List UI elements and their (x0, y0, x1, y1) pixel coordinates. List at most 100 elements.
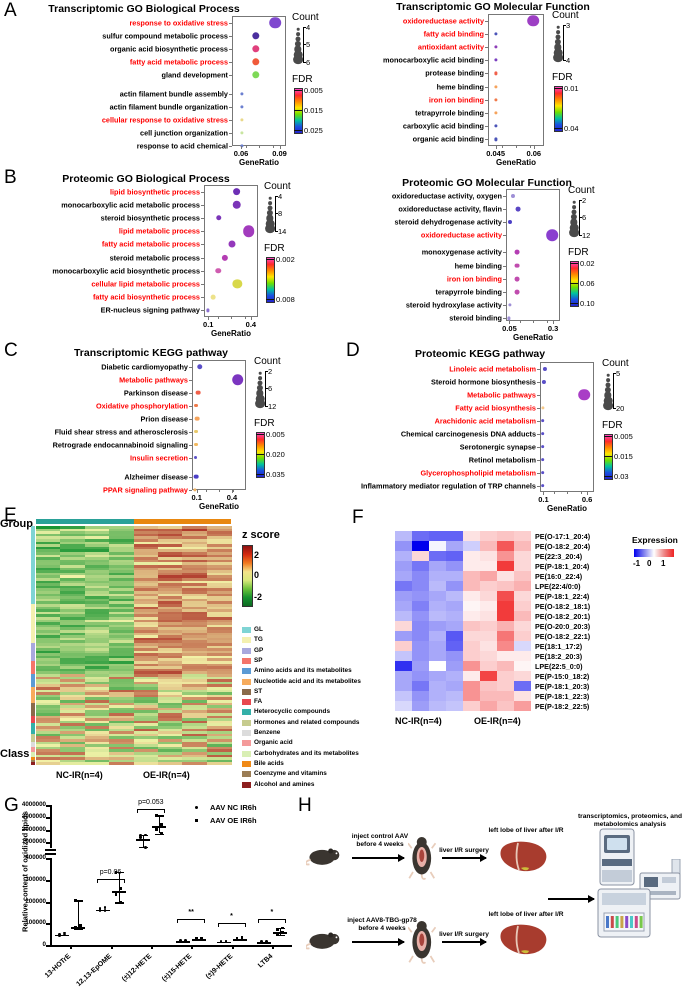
g-data-point[interactable] (179, 939, 182, 943)
dotplot-point[interactable] (206, 308, 210, 312)
dotplot-c[interactable]: Diabetic cardiomyopathy Metabolic pathway… (0, 356, 300, 511)
dotplot-point[interactable] (216, 215, 222, 221)
dotplot-point[interactable] (541, 405, 545, 410)
dotplot-point[interactable] (240, 104, 244, 109)
dotplot-point[interactable] (507, 316, 511, 320)
dotplot-point[interactable] (210, 294, 216, 300)
g-data-point[interactable] (119, 887, 123, 891)
dotplot-a-left[interactable]: response to oxidative stress sulfur compo… (0, 12, 323, 167)
g-data-point[interactable] (265, 940, 268, 943)
g-data-point[interactable] (281, 930, 284, 934)
g-data-point[interactable] (275, 933, 279, 936)
dotplot-point[interactable] (252, 57, 260, 66)
dotplot-point[interactable] (193, 455, 198, 460)
g-data-point[interactable] (58, 932, 61, 936)
g-data-point[interactable] (114, 893, 118, 896)
dotplot-point[interactable] (494, 45, 498, 49)
dotplot-point[interactable] (194, 429, 199, 434)
g-data-point[interactable] (138, 835, 142, 839)
dotplot-point[interactable] (194, 416, 200, 421)
g-data-point[interactable] (138, 833, 142, 837)
dotplot-point[interactable] (527, 14, 540, 27)
dotplot-point[interactable] (514, 289, 520, 295)
dotplot-point[interactable] (541, 379, 546, 384)
heatmap-e[interactable] (31, 519, 232, 767)
heatmap-f[interactable] (395, 531, 532, 712)
dotplot-point[interactable] (494, 111, 498, 115)
dotplot-point[interactable] (232, 279, 243, 289)
g-data-point[interactable] (79, 927, 83, 930)
g-data-point[interactable] (98, 907, 102, 911)
dotplot-point[interactable] (228, 240, 236, 248)
g-data-point[interactable] (281, 926, 284, 930)
g-data-point[interactable] (219, 939, 223, 943)
dotplot-point[interactable] (514, 276, 520, 282)
dotplot-point[interactable] (194, 403, 199, 408)
dotplot-point[interactable] (494, 137, 498, 141)
g-data-point[interactable] (200, 936, 204, 940)
dotplot-point[interactable] (508, 219, 513, 225)
g-data-point[interactable] (195, 937, 198, 941)
dotplot-point[interactable] (540, 483, 545, 488)
dotplot-point[interactable] (232, 200, 241, 210)
dotplot-point[interactable] (508, 303, 512, 307)
g-data-point[interactable] (240, 936, 244, 940)
g-data-point[interactable] (224, 939, 228, 943)
g-data-point[interactable] (103, 908, 107, 912)
dotplot-point[interactable] (542, 366, 547, 371)
dotplot-point[interactable] (252, 70, 260, 79)
dotplot-point[interactable] (221, 254, 228, 261)
dotplot-point[interactable] (240, 117, 244, 122)
dotplot-point[interactable] (515, 206, 521, 212)
g-data-point[interactable] (79, 924, 83, 928)
dotplot-point[interactable] (196, 363, 203, 370)
g-data-point[interactable] (154, 828, 158, 831)
dotplot-point[interactable] (252, 31, 260, 40)
g-data-point[interactable] (114, 870, 118, 874)
g-data-point[interactable] (160, 832, 163, 835)
dotplot-point[interactable] (194, 442, 199, 447)
dotplot-point[interactable] (494, 85, 498, 89)
dotplot-point[interactable] (195, 390, 201, 395)
dotplot-point[interactable] (494, 58, 498, 62)
g-data-point[interactable] (259, 940, 263, 944)
dotplot-point[interactable] (494, 124, 498, 128)
g-data-point[interactable] (160, 823, 163, 826)
g-data-point[interactable] (154, 813, 158, 817)
dotplot-point[interactable] (514, 263, 520, 269)
g-data-point[interactable] (119, 900, 123, 904)
dotplot-point[interactable] (193, 487, 197, 492)
g-data-point[interactable] (103, 906, 107, 910)
dotplot-point[interactable] (240, 130, 244, 135)
dotplot-point[interactable] (540, 431, 545, 436)
dotplot-point[interactable] (546, 229, 558, 241)
dotplot-b-left[interactable]: lipid biosynthetic process monocarboxylic… (0, 181, 300, 338)
dotplot-point[interactable] (240, 91, 244, 96)
g-data-point[interactable] (63, 931, 67, 935)
g-data-point[interactable] (63, 933, 67, 937)
g-data-point[interactable] (98, 909, 102, 913)
g-data-point[interactable] (58, 934, 61, 938)
dotplot-point[interactable] (540, 470, 545, 475)
dotplot-point[interactable] (215, 268, 221, 274)
g-data-point[interactable] (144, 833, 147, 837)
dotplot-point[interactable] (578, 388, 590, 401)
dotplot-point[interactable] (194, 474, 199, 479)
scatter-g[interactable]: 0 100000 200000 300000 400000 1000000 2000000 3… (0, 797, 300, 988)
g-data-point[interactable] (74, 899, 77, 902)
dotplot-point[interactable] (494, 71, 498, 75)
g-data-point[interactable] (74, 926, 77, 929)
dotplot-point[interactable] (540, 444, 545, 449)
dotplot-point[interactable] (232, 187, 241, 196)
dotplot-a-right[interactable]: oxidoreductase activity fatty acid bindin… (348, 10, 648, 167)
dotplot-point[interactable] (540, 457, 545, 462)
dotplot-point[interactable] (252, 44, 260, 53)
g-data-point[interactable] (275, 928, 279, 932)
dotplot-b-right[interactable]: oxidoreductase activity, oxygen oxidoredu… (348, 185, 648, 342)
g-data-point[interactable] (235, 937, 239, 940)
dotplot-point[interactable] (540, 418, 545, 423)
g-data-point[interactable] (144, 845, 147, 849)
dotplot-point[interactable] (242, 225, 255, 237)
dotplot-point[interactable] (494, 98, 498, 102)
dotplot-point[interactable] (240, 143, 244, 148)
